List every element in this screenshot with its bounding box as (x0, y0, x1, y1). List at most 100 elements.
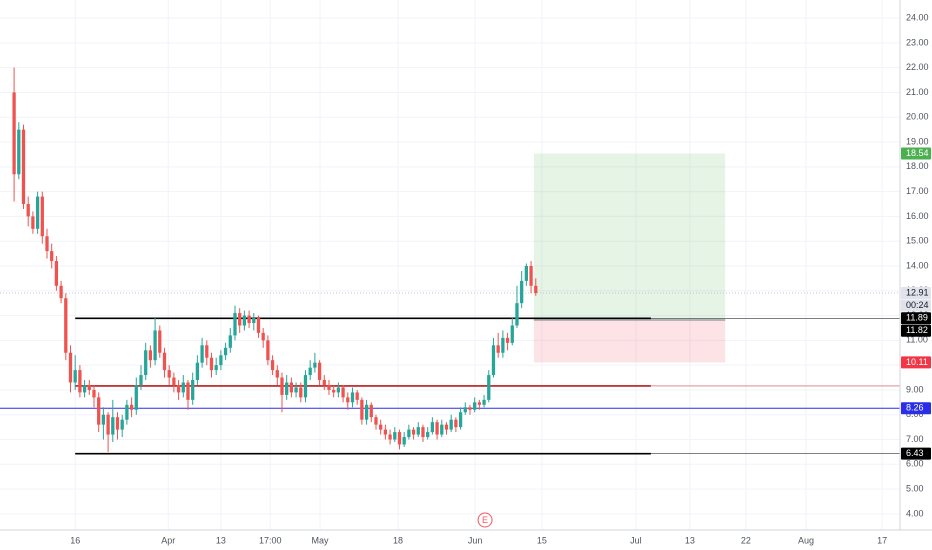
countdown-label: 00:24 (906, 300, 929, 310)
candle-body (440, 424, 444, 435)
candle-body (50, 251, 54, 262)
candle-body (346, 397, 350, 403)
candle-body (285, 382, 289, 395)
y-tick-label: 6.00 (906, 459, 924, 469)
candle-body (317, 362, 322, 381)
candle-body (397, 432, 402, 445)
candle-body (228, 335, 232, 348)
x-tick-label: Apr (161, 535, 175, 545)
candle-body (444, 424, 449, 430)
y-tick-label: 15.00 (906, 236, 929, 246)
candle-body (106, 414, 110, 435)
candle-body (473, 402, 477, 410)
candle-body (289, 382, 294, 393)
price-label-bg (901, 312, 931, 325)
price-label-bg (901, 356, 931, 369)
candle-body (125, 404, 129, 420)
y-tick-label: 21.00 (906, 87, 929, 97)
candle-body (247, 315, 251, 324)
candle-body (416, 427, 420, 435)
candle-body (501, 337, 505, 353)
candle-body (223, 347, 228, 356)
candle-body (31, 216, 35, 229)
price-label: 12.91 (906, 287, 929, 297)
candle-body (17, 129, 21, 175)
candle-body (162, 352, 167, 371)
y-tick-label: 19.00 (906, 136, 929, 146)
price-label-bg (901, 447, 931, 460)
x-tick-label: 22 (741, 535, 751, 545)
price-label-bg (901, 402, 931, 415)
candle-body (430, 422, 435, 433)
candle-body (364, 404, 369, 420)
candle-body (496, 345, 500, 353)
loss-zone (533, 320, 726, 363)
candle-body (491, 345, 496, 376)
x-tick-label: 15 (537, 535, 547, 545)
candle-body (294, 387, 298, 393)
price-label-bg (901, 287, 931, 300)
price-label: 11.82 (906, 325, 928, 335)
candle-body (200, 345, 204, 363)
y-tick-label: 5.00 (906, 483, 924, 493)
candle-body (186, 382, 190, 400)
y-tick-label: 20.00 (906, 112, 929, 122)
candle-body (209, 357, 214, 371)
candle-body (214, 365, 218, 371)
candle-body (341, 387, 345, 398)
candle-body (64, 298, 68, 353)
event-marker-label: E (482, 515, 488, 525)
y-tick-label: 23.00 (906, 37, 929, 47)
candle-body (26, 204, 30, 217)
candle-body (407, 429, 411, 438)
candle-body (529, 265, 533, 286)
candle-body (308, 367, 312, 376)
x-tick-label: 16 (70, 535, 80, 545)
price-label: 8.26 (906, 403, 924, 413)
x-tick-label: 18 (393, 535, 403, 545)
candle-body (435, 422, 439, 435)
candle-body (134, 384, 138, 410)
y-tick-label: 14.00 (906, 260, 929, 270)
candle-body (242, 315, 247, 326)
candle-body (477, 402, 482, 405)
candle-body (355, 392, 359, 400)
x-tick-label: 13 (685, 535, 695, 545)
candle-body (332, 389, 336, 393)
y-tick-label: 22.00 (906, 62, 929, 72)
x-tick-label: Jun (468, 535, 483, 545)
x-tick-label: Aug (798, 535, 814, 545)
price-label-bg (901, 324, 931, 337)
candle-body (111, 417, 115, 435)
candle-body (238, 313, 242, 326)
candle-body (524, 265, 529, 281)
candle-body (350, 392, 355, 403)
candle-body (256, 318, 261, 333)
candle-body (383, 429, 388, 435)
candle-body (379, 424, 383, 430)
candle-body (115, 417, 120, 430)
y-tick-label: 9.00 (906, 384, 924, 394)
candle-body (266, 340, 270, 361)
candle-body (144, 350, 148, 376)
candle-body (40, 196, 44, 237)
candle-body (158, 330, 162, 353)
candle-body (129, 404, 134, 410)
y-tick-label: 7.00 (906, 434, 924, 444)
candle-body (176, 384, 181, 393)
price-label: 6.43 (906, 448, 924, 458)
candle-body (87, 384, 91, 390)
candle-body (393, 432, 397, 440)
candle-body (322, 380, 326, 385)
candle-body (35, 196, 40, 229)
candle-body (299, 387, 303, 398)
candle-body (233, 313, 237, 336)
candle-body (181, 382, 185, 393)
candle-body (487, 375, 491, 400)
candle-body (54, 261, 59, 286)
candle-body (515, 303, 519, 326)
candle-body (120, 419, 124, 430)
price-label-bg (901, 147, 931, 160)
y-tick-label: 17.00 (906, 186, 929, 196)
